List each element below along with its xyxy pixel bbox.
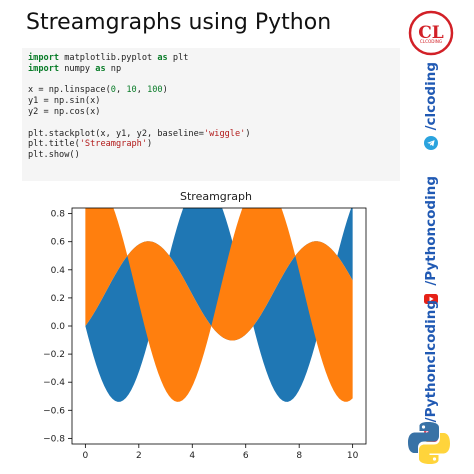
code-token: import (28, 63, 60, 74)
code-line: plt.title('Streamgraph') (28, 139, 394, 150)
page-title: Streamgraphs using Python (26, 10, 332, 35)
code-token: as (95, 63, 106, 74)
telegram-handle[interactable]: /clcoding (423, 62, 439, 131)
telegram-icon (424, 136, 438, 151)
code-token: import (28, 53, 60, 63)
code-token: x = np.linspace( (28, 85, 111, 96)
streamgraph-chart: Streamgraph 0 2 4 6 8 10 −0.8 −0.6 −0.4 −0.2 0.0 0.… (43, 190, 367, 461)
youtube-icon (424, 293, 438, 304)
code-token: as (157, 53, 168, 63)
code-token: 100 (147, 85, 163, 96)
code-line (28, 75, 394, 86)
x-tick-label: 2 (136, 451, 142, 461)
code-token: ) (162, 85, 168, 96)
code-line: plt.stackplot(x, y1, y2, baseline='wiggl… (28, 129, 394, 140)
chart-title: Streamgraph (180, 190, 252, 203)
code-token: plt.title( (28, 139, 80, 150)
code-block: import matplotlib.pyplot as plt import nu… (22, 48, 400, 181)
code-token: 'wiggle' (203, 128, 246, 139)
y-tick-label: −0.8 (43, 434, 65, 444)
code-lines: import matplotlib.pyplot as plt import nu… (28, 53, 394, 161)
code-token: ) (147, 139, 153, 150)
clcoding-logo: CL CLCODING (408, 10, 454, 56)
code-line: import matplotlib.pyplot as plt (28, 53, 394, 64)
code-token: y2 = np.cos(x) (28, 106, 101, 117)
instagram-handle[interactable]: /Pythonclcoding (423, 300, 439, 423)
sidebar-item-youtube[interactable]: /Pythoncoding (414, 176, 448, 306)
y-tick-label: 0.4 (51, 266, 66, 276)
code-token: y1 = np.sin(x) (28, 96, 101, 107)
code-token: , (115, 85, 127, 96)
code-line: import numpy as np (28, 64, 394, 75)
x-tick-label: 4 (189, 451, 195, 461)
code-line: y1 = np.sin(x) (28, 96, 394, 107)
code-line: plt.show() (28, 150, 394, 161)
code-token: plt (167, 53, 189, 63)
stream-series-2 (85, 208, 353, 402)
y-tick-label: −0.2 (43, 350, 65, 360)
code-token: 0 (110, 85, 116, 96)
code-line: y2 = np.cos(x) (28, 107, 394, 118)
code-token: matplotlib.pyplot (59, 53, 158, 63)
sidebar-item-telegram[interactable]: /clcoding (414, 62, 448, 151)
y-tick-label: 0.6 (51, 238, 66, 248)
x-tick-label: 0 (82, 451, 88, 461)
y-tick-label: −0.4 (43, 378, 65, 388)
x-tick-label: 8 (296, 451, 302, 461)
code-token: np (105, 63, 122, 74)
logo-caption: CLCODING (420, 39, 442, 44)
x-tick-label: 6 (243, 451, 249, 461)
y-tick-label: 0.0 (51, 322, 66, 332)
code-token: numpy (59, 63, 96, 74)
code-token: plt.show() (28, 150, 80, 161)
code-token: 'Streamgraph' (79, 139, 148, 150)
code-token: ) (245, 128, 251, 139)
x-tick-label: 10 (347, 451, 359, 461)
code-token: plt.stackplot(x, y1, y2, baseline= (28, 128, 204, 139)
python-logo-icon (408, 422, 450, 464)
code-token: 10 (126, 85, 137, 96)
y-tick-label: 0.2 (51, 294, 65, 304)
code-line: x = np.linspace(0, 10, 100) (28, 85, 394, 96)
code-token: , (136, 85, 148, 96)
code-line (28, 118, 394, 129)
youtube-handle[interactable]: /Pythoncoding (423, 176, 439, 286)
y-tick-label: −0.6 (43, 406, 65, 416)
y-tick-label: 0.8 (51, 210, 66, 220)
